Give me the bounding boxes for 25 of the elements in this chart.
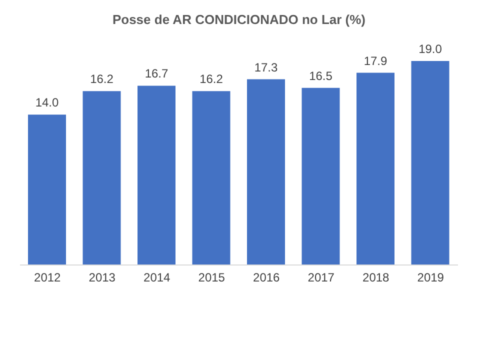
bar <box>411 61 450 265</box>
data-label: 16.2 <box>90 72 114 86</box>
bar <box>82 91 121 265</box>
x-tick-label: 2015 <box>198 270 226 285</box>
x-tick-label: 2012 <box>34 270 62 285</box>
bar <box>28 114 66 265</box>
x-tick-label: 2013 <box>88 270 116 285</box>
data-label: 16.7 <box>144 66 168 81</box>
data-label: 16.2 <box>200 72 224 86</box>
bar <box>302 88 340 265</box>
x-tick-label: 2019 <box>417 270 444 285</box>
bar <box>192 91 230 265</box>
data-label: 19.0 <box>418 42 442 56</box>
chart-title: Posse de AR CONDICIONADO no Lar (%) <box>111 12 367 27</box>
x-tick-label: 2014 <box>144 270 171 285</box>
data-label: 14.0 <box>35 96 59 110</box>
bar <box>138 86 176 265</box>
x-tick-label: 2017 <box>308 270 335 285</box>
data-label: 17.3 <box>254 60 278 74</box>
x-tick-label: 2018 <box>362 270 390 285</box>
data-label: 17.9 <box>364 54 388 68</box>
data-label: 16.5 <box>309 68 333 83</box>
bar <box>356 72 394 265</box>
x-tick-label: 2016 <box>253 270 280 285</box>
bar <box>247 79 285 265</box>
